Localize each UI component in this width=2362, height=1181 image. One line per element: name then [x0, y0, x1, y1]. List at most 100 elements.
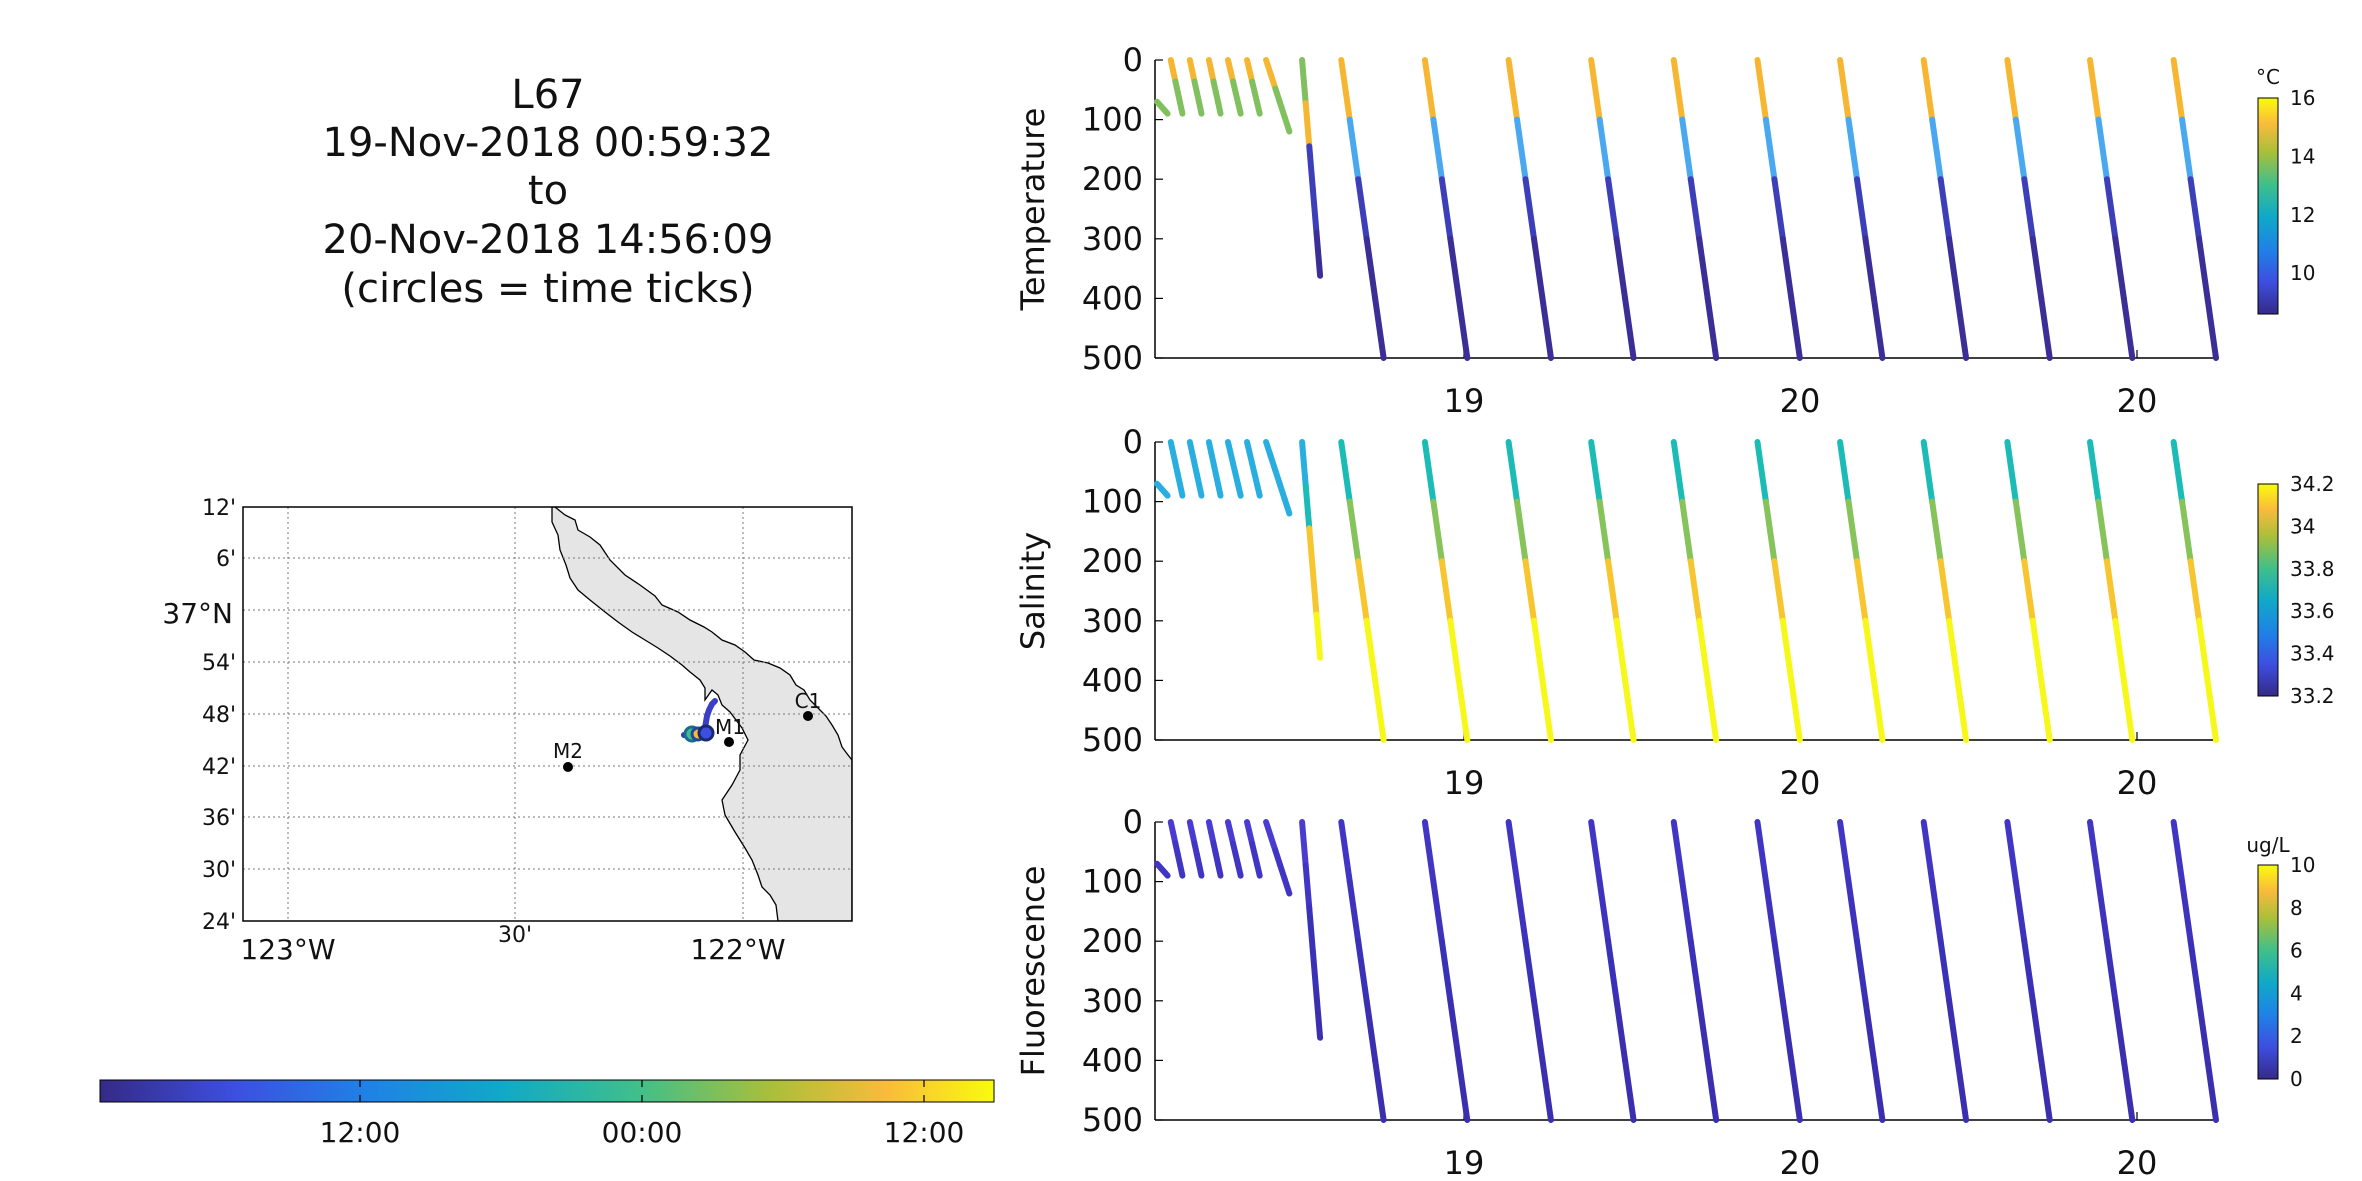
profile-cast — [1837, 439, 1886, 743]
profile-cast — [1299, 819, 1324, 1041]
x-tick-label: 20 — [2117, 764, 2158, 802]
y-tick-label: 400 — [1082, 661, 1143, 699]
profile-cast — [1754, 439, 1803, 743]
x-tick-label: 19 — [1444, 1144, 1485, 1181]
time-tick-circle — [697, 724, 715, 742]
profile-cast — [1263, 819, 1293, 897]
lat-label: 54' — [202, 651, 236, 676]
colorbar-tick-label: 33.2 — [2290, 684, 2335, 708]
profile-cast — [1154, 860, 1171, 879]
profile-cast — [1154, 480, 1171, 499]
profile-cast — [1920, 439, 1970, 743]
profile-cast — [1505, 819, 1554, 1123]
lat-label: 24' — [202, 910, 236, 935]
y-tick-label: 100 — [1082, 863, 1143, 901]
profile-cast — [1920, 57, 1970, 361]
glider-track — [681, 698, 718, 743]
profile-cast — [1338, 57, 1387, 361]
map-panel: 12' 6' 37°N 54' 48' 42' 36' 30' 24' 123°… — [162, 496, 853, 966]
y-tick-label: 200 — [1082, 160, 1143, 198]
profile-cast — [1837, 819, 1886, 1123]
profile-cast — [1167, 57, 1186, 117]
profile-cast — [1670, 439, 1720, 743]
profile-cast — [1205, 439, 1224, 499]
y-tick-label: 200 — [1082, 922, 1143, 960]
lat-label: 48' — [202, 703, 236, 728]
colorbar-tick-label: 33.6 — [2290, 599, 2335, 623]
profile-cast — [1421, 819, 1471, 1123]
profile-cast — [1244, 439, 1263, 499]
station-label-m2: M2 — [553, 739, 583, 763]
profile-cast — [1505, 57, 1554, 361]
profile-cast — [1338, 819, 1387, 1123]
profile-cast — [1154, 98, 1171, 117]
profile-cast — [1588, 439, 1637, 743]
lat-label: 36' — [202, 806, 236, 831]
station-marker-c1 — [803, 711, 813, 721]
colorbar-tick-label: 10 — [2290, 261, 2315, 285]
station-marker-m2 — [563, 762, 573, 772]
profile-cast — [1754, 57, 1803, 361]
x-tick-label: 19 — [1444, 382, 1485, 420]
colorbar-tick-label: 33.4 — [2290, 642, 2335, 666]
time-tick-label: 12:00 — [320, 1116, 401, 1149]
lon-label: 30' — [498, 923, 532, 948]
station-label-m1: M1 — [715, 715, 745, 739]
panel-temperature: 0 100 200 300 400 500 19 20 20 Temperature 16 14 12 1… — [1014, 41, 2315, 420]
profile-cast — [1167, 819, 1186, 879]
time-colorbar: 12:00 00:00 12:00 — [99, 1079, 995, 1149]
profile-cast — [1837, 57, 1886, 361]
colorbar-tick-label: 8 — [2290, 896, 2303, 920]
y-tick-label: 100 — [1082, 483, 1143, 521]
station-marker-m1 — [724, 737, 734, 747]
salinity-colorbar — [2257, 483, 2279, 697]
profile-cast — [2004, 57, 2053, 361]
temperature-colorbar — [2257, 97, 2279, 315]
profile-cast — [1186, 819, 1205, 879]
lat-label: 12' — [202, 496, 236, 521]
x-tick-label: 20 — [1780, 764, 1821, 802]
profile-cast — [2004, 819, 2053, 1123]
y-tick-label: 300 — [1082, 982, 1143, 1020]
profile-cast — [1588, 819, 1637, 1123]
y-tick-label: 0 — [1123, 423, 1143, 461]
y-tick-label: 200 — [1082, 542, 1143, 580]
profile-cast — [1588, 57, 1637, 361]
colorbar-tick-label: 34.2 — [2290, 472, 2335, 496]
lon-label-major: 123°W — [240, 933, 335, 966]
profile-cast — [1338, 439, 1387, 743]
profile-cast — [1244, 819, 1263, 879]
colorbar-tick-label: 4 — [2290, 981, 2303, 1005]
title-line-4: 20-Nov-2018 14:56:09 — [323, 217, 774, 263]
time-tick-label: 00:00 — [602, 1116, 683, 1149]
map-frame — [242, 506, 853, 922]
colorbar-tick-label: 16 — [2290, 86, 2315, 110]
x-tick-label: 20 — [1780, 382, 1821, 420]
profile-cast — [2170, 819, 2219, 1123]
profile-cast — [1670, 819, 1720, 1123]
map-lat-labels: 12' 6' 37°N 54' 48' 42' 36' 30' 24' — [162, 496, 236, 935]
profile-cast — [1421, 439, 1471, 743]
title-line-1: L67 — [511, 72, 584, 118]
profile-cast — [1299, 57, 1324, 279]
profile-cast — [1920, 819, 1970, 1123]
y-tick-label: 0 — [1123, 803, 1143, 841]
lat-label: 6' — [216, 547, 236, 572]
y-axis-label: Fluorescence — [1014, 866, 1052, 1077]
panel-salinity: 0 100 200 300 400 500 19 20 20 Salinity 34.2 34 33.8… — [1014, 423, 2335, 802]
profile-cast — [1205, 819, 1224, 879]
colorbar-tick-label: 14 — [2290, 144, 2315, 168]
stations: M2 M1 C1 — [553, 689, 821, 772]
title-line-5: (circles = time ticks) — [341, 266, 754, 312]
y-axis-label: Salinity — [1014, 532, 1052, 650]
profile-cast — [1299, 439, 1324, 661]
y-tick-label: 0 — [1123, 41, 1143, 79]
station-label-c1: C1 — [795, 689, 822, 713]
y-tick-label: 300 — [1082, 602, 1143, 640]
colorbar-tick-label: 6 — [2290, 939, 2303, 963]
lat-label: 42' — [202, 755, 236, 780]
profile-cast — [1263, 57, 1293, 135]
profile-cast — [2086, 439, 2136, 743]
